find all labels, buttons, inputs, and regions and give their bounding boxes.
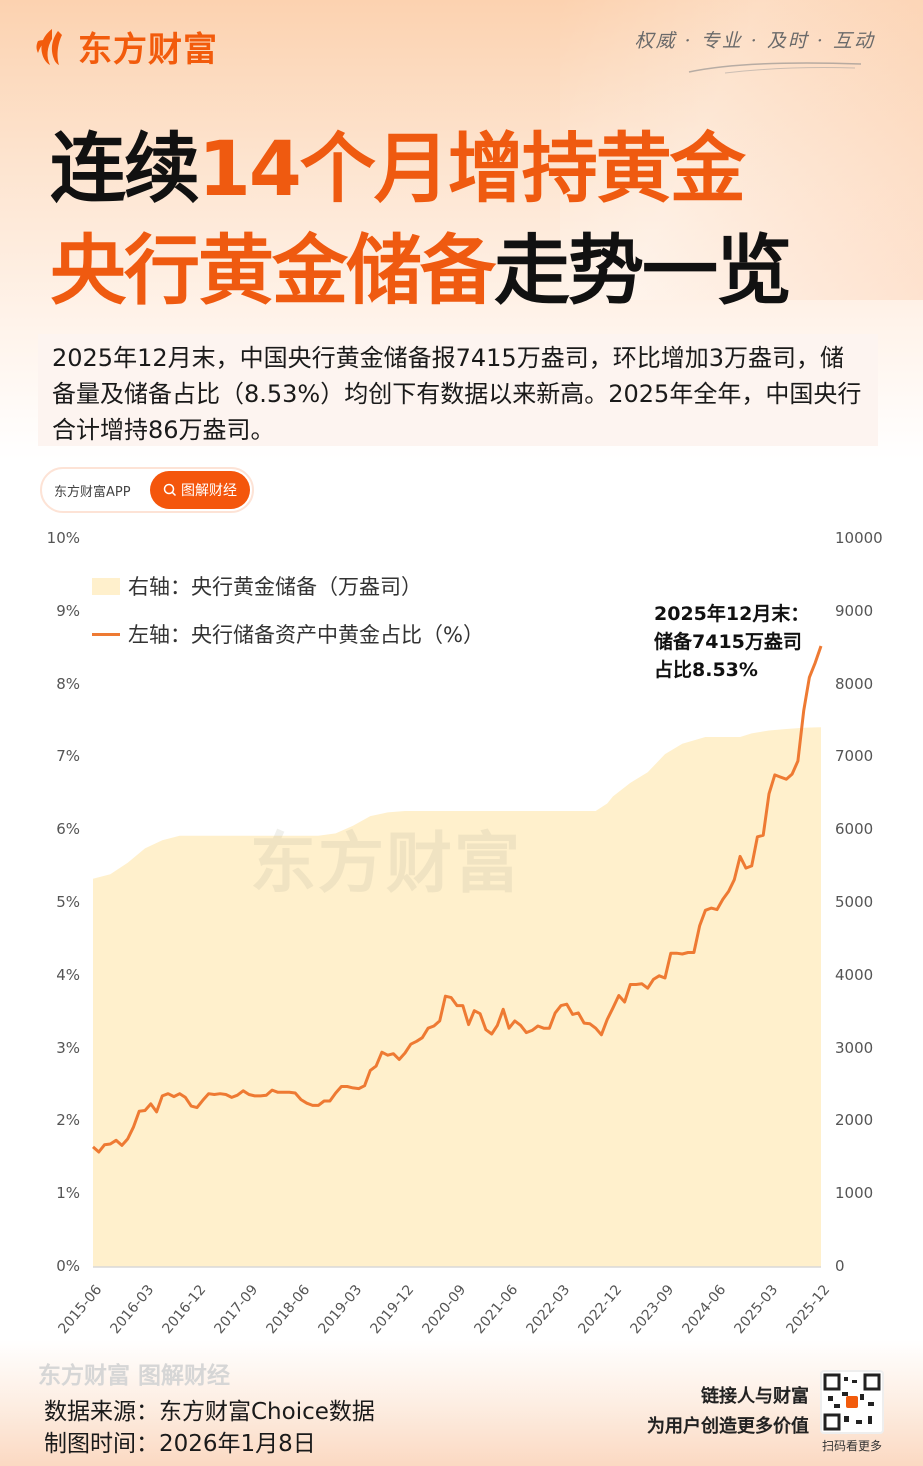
footer-background: [0, 1340, 923, 1466]
legend-line-label: 左轴：央行储备资产中黄金占比（%）: [128, 623, 484, 647]
right-axis-tick: 4000: [835, 965, 874, 984]
watermark: 东方财富: [250, 825, 522, 902]
page-title: 连续14个月增持黄金 央行黄金储备走势一览: [50, 118, 792, 322]
qr-code[interactable]: [820, 1370, 884, 1434]
title-line-1: 连续14个月增持黄金: [50, 118, 790, 220]
gold-share-line-series: [92, 645, 823, 1154]
left-axis-tick: 2%: [56, 1111, 80, 1130]
infographic-button-label: 图解财经: [181, 483, 237, 499]
left-axis-tick: 10%: [46, 529, 80, 547]
data-source: 数据来源：东方财富Choice数据: [44, 1399, 375, 1425]
left-axis-tick: 4%: [56, 965, 80, 984]
qr-caption: 扫码看更多: [822, 1439, 883, 1453]
footer-slogan-line: 为用户创造更多价值: [647, 1416, 809, 1437]
brand-name: 东方财富: [78, 30, 218, 70]
right-axis-tick: 10000: [835, 529, 883, 547]
search-icon: [163, 483, 177, 497]
summary-text: 2025年12月末，中国央行黄金储备报7415万盎司，环比增加3万盎司，储备量及…: [38, 334, 878, 446]
app-label: 东方财富APP: [54, 484, 131, 500]
left-axis-tick: 5%: [56, 893, 80, 911]
brand-slogan: 权威 · 专业 · 及时 · 互动: [634, 30, 875, 52]
footer-slogan: 链接人与财富 为用户创造更多价值: [647, 1382, 809, 1442]
title-dark-part: 走势一览: [494, 226, 792, 315]
right-axis-tick: 7000: [835, 747, 874, 766]
app-pill[interactable]: 东方财富APP 图解财经: [40, 467, 254, 513]
reserve-area-series: [93, 727, 821, 1267]
legend-area-swatch-icon: [92, 577, 120, 595]
qr-code-icon: [823, 1373, 881, 1431]
gold-share-line: [92, 645, 823, 1154]
footer-watermark: 东方财富 图解财经: [38, 1363, 231, 1389]
right-axis-tick: 3000: [835, 1038, 874, 1057]
left-axis-tick: 7%: [56, 747, 80, 766]
left-axis-tick: 3%: [56, 1038, 80, 1057]
right-axis-tick: 6000: [835, 820, 874, 839]
title-highlight-part: 央行黄金储备: [50, 226, 496, 315]
chart-date: 制图时间：2026年1月8日: [44, 1431, 316, 1457]
infographic-button[interactable]: 图解财经: [150, 471, 250, 509]
legend-line-swatch-icon: [92, 632, 120, 636]
latest-value-annotation: 2025年12月末： 储备7415万盎司 占比8.53%: [654, 600, 809, 684]
footer-source: 数据来源：东方财富Choice数据 制图时间：2026年1月8日: [44, 1396, 375, 1460]
title-dark-part: 连续: [50, 124, 200, 213]
chart-legend: 右轴：央行黄金储备（万盎司） 左轴：央行储备资产中黄金占比（%）: [92, 562, 484, 658]
footer-slogan-line: 链接人与财富: [701, 1386, 809, 1407]
right-axis-tick: 9000: [835, 601, 874, 620]
flame-logo-icon: [36, 28, 62, 65]
reserve-area: [93, 727, 821, 1267]
brand-logo: 东方财富: [34, 22, 218, 71]
swoosh-decoration-icon: [688, 62, 862, 74]
left-axis-tick: 8%: [56, 674, 80, 693]
legend-item-area: 右轴：央行黄金储备（万盎司）: [92, 562, 484, 610]
legend-item-line: 左轴：央行储备资产中黄金占比（%）: [92, 610, 484, 658]
annotation-line: 储备7415万盎司: [654, 631, 802, 653]
title-line-2: 央行黄金储备走势一览: [50, 220, 792, 322]
left-axis-tick: 6%: [56, 820, 80, 839]
title-highlight-part: 14个月增持黄金: [198, 124, 746, 213]
left-axis-tick: 0%: [56, 1257, 80, 1275]
legend-area-label: 右轴：央行黄金储备（万盎司）: [128, 575, 422, 599]
left-axis-tick: 9%: [56, 601, 80, 620]
right-axis-tick: 8000: [835, 674, 874, 693]
right-axis-tick: 0: [835, 1257, 845, 1275]
right-axis-tick: 1000: [835, 1184, 874, 1203]
annotation-line: 2025年12月末：: [654, 603, 810, 625]
annotation-line: 占比8.53%: [654, 659, 758, 681]
right-axis-tick: 2000: [835, 1111, 874, 1130]
left-axis-tick: 1%: [56, 1184, 80, 1203]
right-axis-tick: 5000: [835, 893, 874, 911]
